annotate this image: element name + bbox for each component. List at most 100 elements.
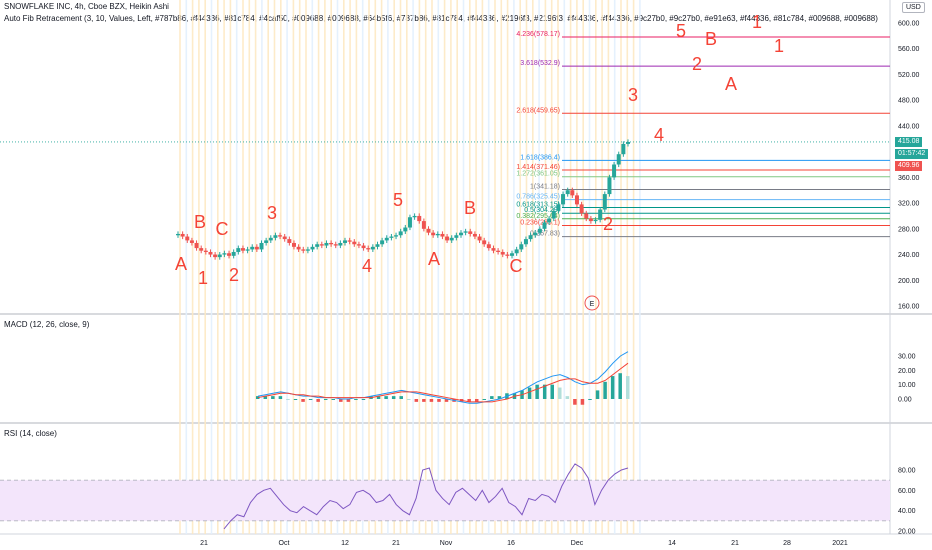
macd-histogram-bar (474, 399, 479, 402)
macd-histogram-bar (407, 399, 411, 400)
candle-body (421, 221, 426, 229)
symbol-title: SNOWFLAKE INC, 4h, Cboe BZX, Heikin Ashi (4, 2, 169, 11)
price-tick-label: 440.00 (898, 123, 920, 130)
time-tick-label: 16 (507, 540, 515, 547)
macd-histogram-bar (391, 396, 396, 399)
candle-body (222, 253, 227, 255)
wave-label: 2 (692, 54, 702, 74)
candle-body (301, 249, 306, 251)
macd-histogram-bar (361, 399, 366, 400)
macd-histogram-bar (573, 399, 577, 405)
macd-histogram-bar (565, 396, 570, 399)
fib-level-label: 0.618(313.15) (516, 201, 560, 208)
candle-body (338, 242, 343, 246)
candle-body (236, 248, 241, 252)
candle-body (375, 244, 380, 247)
candle-body (523, 239, 528, 245)
price-tick-label: 480.00 (898, 98, 920, 105)
candle-body (305, 249, 310, 251)
candle-body (574, 195, 579, 205)
candle-body (194, 242, 199, 249)
candle-body (496, 250, 501, 252)
macd-histogram-bar (542, 384, 547, 399)
countdown-tag: 01:57:42 (895, 149, 929, 159)
candle-body (185, 236, 190, 241)
macd-histogram-bar (308, 399, 313, 400)
candle-body (324, 242, 329, 246)
fib-level-label: 0.5(304.29) (524, 207, 560, 214)
candle-body (273, 235, 278, 238)
candle-body (240, 248, 245, 251)
candle-body (616, 154, 621, 165)
macd-histogram-bar (444, 399, 449, 402)
macd-histogram-bar (323, 399, 328, 400)
macd-histogram-bar (286, 399, 290, 400)
wave-label: 5 (676, 21, 686, 41)
signal-line (257, 362, 629, 403)
price-tick-label: 160.00 (898, 304, 920, 311)
candle-body (407, 217, 412, 228)
macd-histogram-bar (626, 376, 630, 399)
candle-body (505, 254, 510, 256)
macd-histogram-bar (467, 399, 471, 402)
candle-body (519, 244, 524, 250)
candle-body (389, 236, 394, 238)
macd-legend[interactable]: MACD (12, 26, close, 9) (4, 320, 90, 329)
candle-body (561, 194, 566, 205)
fib-level-label: 3.618(532.9) (520, 60, 560, 67)
wave-label: 4 (362, 256, 372, 276)
time-tick-label: Dec (571, 540, 584, 547)
candle-body (296, 246, 301, 250)
price-tick-label: 320.00 (898, 201, 920, 208)
macd-histogram-bar (595, 390, 600, 399)
candle-body (510, 253, 515, 256)
macd-histogram-bar (301, 399, 305, 402)
candle-body (431, 232, 436, 236)
candle-body (227, 253, 232, 256)
price-tick-label: 600.00 (898, 21, 920, 28)
price-tick-label: 520.00 (898, 72, 920, 79)
fib-level-label: 0.786(325.45) (516, 194, 560, 201)
indicator-legend[interactable]: Auto Fib Retracement (3, 10, Values, Lef… (4, 14, 878, 23)
wave-label: C (216, 219, 229, 239)
candle-body (440, 233, 445, 237)
candle-body (394, 235, 399, 237)
candle-body (356, 244, 361, 246)
macd-histogram-bar (618, 373, 622, 399)
rsi-tick-label: 60.00 (898, 488, 916, 495)
candle-body (259, 242, 264, 250)
candle-body (458, 232, 463, 236)
candle-body (463, 231, 468, 233)
wave-label: 1 (752, 12, 762, 32)
fib-level-label: 1.618(386.4) (520, 154, 560, 161)
wave-label: B (194, 212, 206, 232)
candle-body (593, 219, 598, 222)
macd-histogram-bar (527, 387, 532, 399)
candle-body (291, 242, 296, 247)
macd-histogram-bar (256, 396, 260, 399)
candle-body (547, 218, 552, 223)
fib-level-label: 2.618(459.65) (516, 107, 560, 114)
candle-body (217, 254, 222, 258)
macd-histogram-bar (384, 396, 388, 399)
macd-histogram-bar (331, 399, 336, 400)
candle-body (278, 235, 283, 237)
candle-body (310, 246, 315, 250)
wave-label: 3 (267, 203, 277, 223)
macd-histogram-bar (376, 396, 381, 399)
fib-level-label: 1.414(371.46) (516, 164, 560, 171)
currency-button[interactable]: USD (902, 2, 925, 13)
macd-histogram-bar (429, 399, 434, 402)
candle-body (426, 228, 431, 233)
macd-histogram-bar (399, 396, 403, 399)
candle-body (412, 215, 417, 218)
rsi-legend[interactable]: RSI (14, close) (4, 429, 57, 438)
macd-histogram-bar (263, 396, 268, 399)
wave-label: B (464, 198, 476, 218)
candle-body (602, 194, 607, 210)
candle-body (347, 240, 352, 242)
candle-body (482, 240, 487, 245)
macd-histogram-bar (580, 399, 585, 405)
candle-body (398, 231, 403, 236)
